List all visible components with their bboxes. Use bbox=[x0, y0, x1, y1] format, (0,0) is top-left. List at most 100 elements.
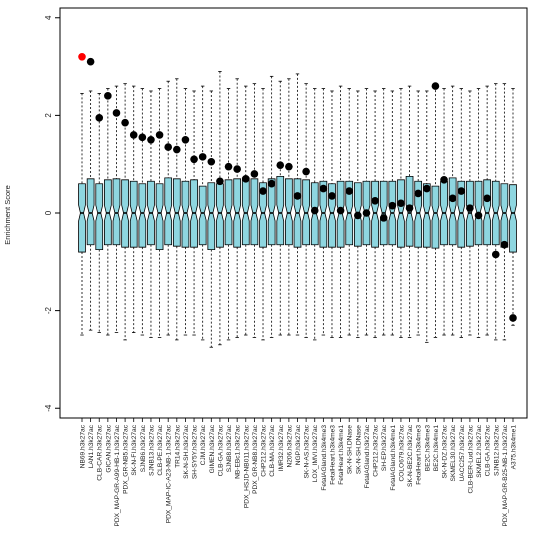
data-point bbox=[397, 199, 405, 208]
data-point bbox=[190, 155, 198, 164]
x-tick-label: FetalAGland.h3k4me1 bbox=[390, 425, 397, 491]
box-36 bbox=[379, 88, 388, 336]
box-19 bbox=[233, 78, 242, 338]
box-body bbox=[112, 178, 121, 246]
data-point bbox=[431, 82, 440, 90]
box-20 bbox=[241, 85, 250, 336]
box-32 bbox=[345, 88, 354, 336]
x-tick-label: SK-N-DZ.h3k27ac bbox=[442, 424, 449, 478]
data-point bbox=[86, 57, 95, 66]
box-22 bbox=[259, 88, 267, 341]
x-tick-label: SH-SY5Y.h3k27ac bbox=[192, 424, 199, 479]
box-body bbox=[285, 178, 293, 246]
x-tick-label: SKMEL2.h3k27ac bbox=[476, 424, 483, 477]
box-44 bbox=[448, 85, 457, 336]
data-point bbox=[336, 206, 345, 215]
box-4 bbox=[104, 88, 112, 336]
axis-group: -4 -2 0 2 4 bbox=[44, 15, 60, 412]
x-tick-label: LOX_IMVI.h3k27ac bbox=[312, 424, 319, 482]
box-body bbox=[448, 177, 457, 246]
box-body bbox=[457, 180, 466, 248]
box-7 bbox=[129, 85, 138, 333]
data-point bbox=[112, 109, 121, 117]
data-point bbox=[328, 192, 336, 200]
y-axis-label: Enrichment Score bbox=[3, 185, 12, 245]
box-body bbox=[414, 180, 423, 248]
box-body bbox=[500, 183, 509, 248]
box-15 bbox=[198, 85, 207, 341]
box-6 bbox=[121, 83, 129, 341]
x-tick-label: PDX_GR-NB5.h3k27ac bbox=[123, 424, 130, 494]
x-tick-label: CLB-MA.h3k27ac bbox=[269, 424, 276, 476]
box-24 bbox=[276, 80, 285, 336]
x-tick-label: SK-N-SH.DNase bbox=[355, 425, 362, 474]
box-17 bbox=[216, 71, 224, 346]
x-tick-label: CLB-GA.h3k27ac bbox=[217, 424, 224, 476]
box-body bbox=[78, 183, 86, 253]
box-3 bbox=[95, 93, 104, 333]
data-point bbox=[147, 135, 155, 144]
data-point bbox=[216, 177, 224, 186]
x-tick-label: PDX_MAP-GR-B25-NB-1.h3k27ac bbox=[502, 424, 509, 526]
box-29 bbox=[319, 88, 328, 336]
x-tick-label: SK-N-SH.h3k27ac bbox=[183, 424, 190, 479]
data-point bbox=[250, 170, 259, 178]
x-tick-label: CJM.h3k27ac bbox=[200, 424, 207, 465]
data-point bbox=[155, 131, 164, 139]
data-point bbox=[345, 187, 354, 195]
box-body bbox=[250, 178, 259, 246]
y-tick-label: 0 bbox=[44, 210, 53, 215]
box-body bbox=[198, 185, 207, 246]
box-8 bbox=[138, 88, 147, 336]
data-point bbox=[310, 206, 319, 215]
box-26 bbox=[293, 73, 302, 336]
box-body bbox=[276, 175, 285, 246]
box-11 bbox=[164, 80, 173, 336]
box-49 bbox=[491, 83, 500, 341]
x-tick-label: BE2C.h3k4me3 bbox=[424, 425, 431, 472]
box-body bbox=[259, 182, 267, 248]
x-tick-label: PDX_HSJD-NB011.h3k27ac bbox=[243, 424, 250, 508]
data-point bbox=[285, 162, 293, 171]
x-tick-label: SH-EP.h3k27ac bbox=[381, 424, 388, 471]
x-tick-label: LAN1.h3k27ac bbox=[88, 424, 95, 468]
x-tick-label: FetalAGland.h3k27ac bbox=[364, 424, 371, 488]
box-body bbox=[95, 183, 104, 251]
data-point bbox=[466, 204, 474, 212]
x-tick-label: SJNB8.h3k27ac bbox=[226, 424, 233, 472]
box-1 bbox=[78, 93, 86, 336]
data-point bbox=[500, 240, 509, 249]
data-point bbox=[440, 176, 448, 184]
data-point bbox=[448, 194, 457, 203]
x-tick-label: IMR32.h3k27ac bbox=[278, 424, 285, 471]
x-tick-label: CHP212.h3k27ac bbox=[261, 424, 268, 476]
x-tick-label: FetalHeart.h3k4me3 bbox=[416, 425, 423, 485]
data-point bbox=[388, 201, 397, 210]
box-21 bbox=[250, 83, 259, 338]
box-body bbox=[422, 183, 431, 248]
data-point bbox=[259, 187, 267, 195]
data-point bbox=[371, 196, 379, 205]
box-45 bbox=[457, 88, 466, 338]
x-tick-label: SK-N-SH.DNase bbox=[347, 425, 354, 474]
box-body bbox=[86, 178, 95, 246]
box-42 bbox=[431, 85, 440, 338]
x-tick-label: SKMEL30.h3k27ac bbox=[450, 424, 457, 481]
x-tick-label: UACC257.h3k27ac bbox=[459, 424, 466, 481]
box-body bbox=[207, 182, 216, 251]
data-point bbox=[129, 131, 138, 139]
x-tick-label: SJNB6.h3k27ac bbox=[140, 424, 147, 472]
data-point bbox=[241, 175, 250, 183]
data-point bbox=[121, 118, 129, 127]
data-point bbox=[483, 194, 491, 203]
x-tick-label: NB69.h3k27ac bbox=[80, 424, 87, 468]
data-point bbox=[276, 161, 285, 169]
data-point bbox=[233, 165, 241, 173]
data-point bbox=[423, 184, 431, 193]
box-body bbox=[138, 183, 147, 248]
x-tick-label: CLB-GA.h3k27ac bbox=[485, 424, 492, 476]
box-body bbox=[216, 183, 224, 248]
points-group bbox=[78, 53, 517, 322]
x-tick-label: SK-N-BE2C.h3k27ac bbox=[407, 424, 414, 487]
